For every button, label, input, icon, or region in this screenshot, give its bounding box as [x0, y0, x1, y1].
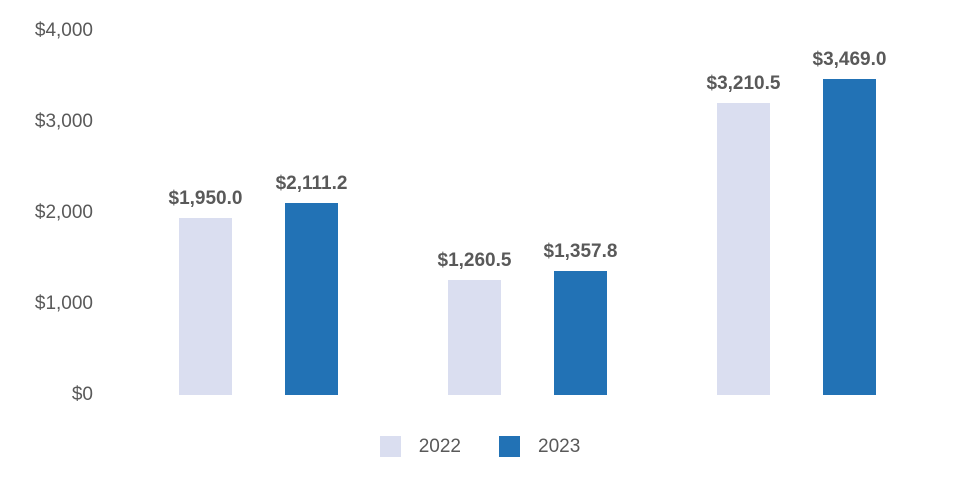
bar-value-label-2023-group3: $3,469.0 [812, 49, 887, 71]
y-axis-tick-label: $1,000 [34, 293, 93, 314]
bar-value-label-2022-group2: $1,260.5 [437, 250, 512, 272]
legend-swatch-2022 [379, 436, 401, 457]
y-axis-tick-label: $0 [71, 384, 93, 405]
legend: 2022 2023 [0, 436, 960, 457]
bar-value-label-2022-group1: $1,950.0 [168, 187, 243, 209]
bar-2023-group3 [823, 79, 876, 395]
bar-2022-group1 [179, 217, 232, 395]
legend-label-2022: 2022 [418, 436, 461, 457]
bar-2023-group2 [554, 271, 607, 395]
legend-swatch-2023 [499, 436, 520, 457]
bar-2023-group1 [285, 202, 338, 395]
legend-label-2023: 2023 [538, 436, 581, 457]
y-axis-tick-label: $4,000 [34, 20, 93, 41]
y-axis-tick-label: $2,000 [34, 202, 93, 223]
y-axis-tick-label: $3,000 [34, 111, 93, 132]
bar-2022-group3 [717, 102, 770, 395]
legend-item-2022: 2022 [379, 436, 461, 457]
bar-value-label-2022-group3: $3,210.5 [706, 72, 781, 94]
bar-value-label-2023-group2: $1,357.8 [543, 241, 618, 263]
legend-item-2023: 2023 [499, 436, 580, 457]
bar-value-label-2023-group1: $2,111.2 [275, 172, 348, 194]
bar-2022-group2 [448, 280, 501, 395]
